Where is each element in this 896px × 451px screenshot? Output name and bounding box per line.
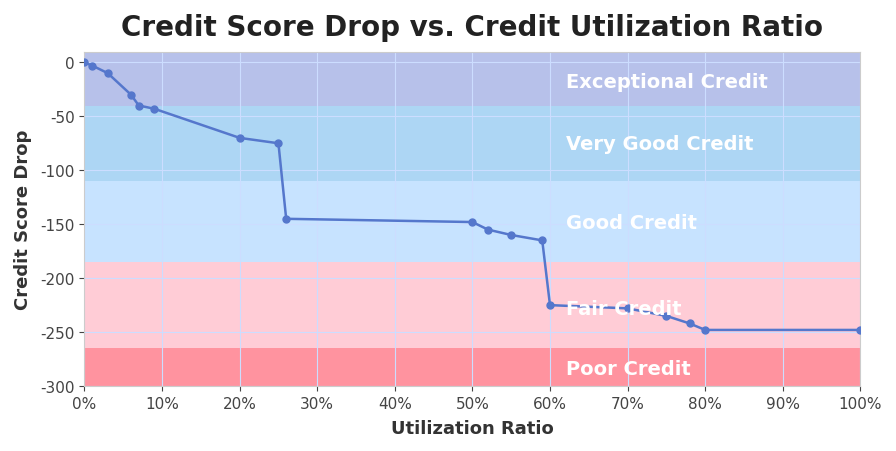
Text: Very Good Credit: Very Good Credit [565,134,753,153]
Bar [84,182,860,262]
Bar [84,262,860,349]
X-axis label: Utilization Ratio: Utilization Ratio [391,419,554,437]
Text: Fair Credit: Fair Credit [565,299,681,318]
Text: Poor Credit: Poor Credit [565,359,690,378]
Y-axis label: Credit Score Drop: Credit Score Drop [14,129,32,309]
Bar [84,349,860,386]
Bar [84,52,860,106]
Text: Exceptional Credit: Exceptional Credit [565,73,767,92]
Bar [84,106,860,182]
Title: Credit Score Drop vs. Credit Utilization Ratio: Credit Score Drop vs. Credit Utilization… [121,14,823,42]
Text: Good Credit: Good Credit [565,213,696,232]
